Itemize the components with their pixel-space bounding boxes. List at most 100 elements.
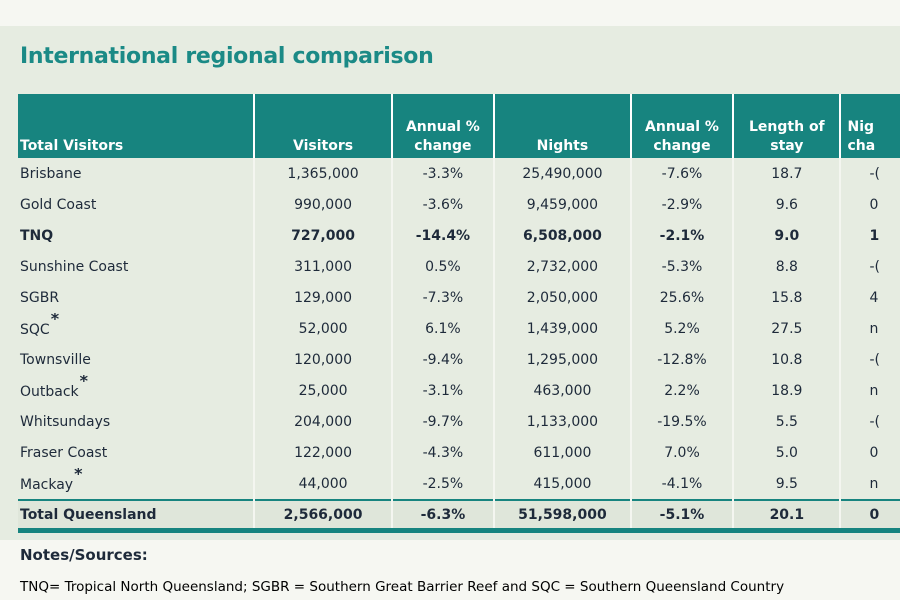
- nights-change-cell: 7.0%: [630, 437, 735, 468]
- visitors-cell: 44,000: [254, 468, 393, 500]
- nights-change-cell: -4.1%: [630, 468, 735, 500]
- header-region: Total Visitors: [18, 94, 256, 158]
- length-of-stay-cell: 27.5: [733, 313, 842, 344]
- length-of-stay-cell: 5.0: [733, 437, 842, 468]
- nights-cell: 415,000: [494, 468, 632, 500]
- region-cell: Outback*: [18, 375, 256, 406]
- visitors-change-cell: -9.4%: [391, 344, 496, 375]
- nights-change-cell: 5.2%: [630, 313, 735, 344]
- length-of-stay-cell: 20.1: [733, 499, 842, 533]
- visitors-cell: 990,000: [254, 189, 393, 220]
- visitors-change-cell: 6.1%: [391, 313, 496, 344]
- region-name: Sunshine Coast: [20, 258, 129, 275]
- nights-cell: 1,295,000: [494, 344, 632, 375]
- nights-cell: 611,000: [494, 437, 632, 468]
- visitors-cell: 52,000: [254, 313, 393, 344]
- nights-change-truncated-cell: n: [869, 320, 879, 337]
- nights-change-truncated-cell: -(: [869, 413, 880, 430]
- footnote-asterisk: *: [74, 468, 83, 483]
- region-cell: Mackay*: [18, 468, 256, 500]
- footnote-asterisk: *: [50, 313, 60, 328]
- region-name: Outback: [20, 384, 79, 400]
- table-row: Sunshine Coast 311,000 0.5% 2,732,000 -5.3% 8…: [18, 251, 900, 282]
- visitors-change-cell: -7.3%: [391, 282, 496, 313]
- header-visitors-change: Annual % change: [391, 94, 496, 158]
- page-title: International regional comparison: [20, 44, 434, 69]
- nights-change-cell: 2.2%: [630, 375, 735, 406]
- nights-change-truncated-cell: -(: [869, 351, 880, 368]
- notes-heading: Notes/Sources:: [20, 546, 148, 564]
- nights-change-truncated-cell: 0: [869, 196, 879, 213]
- region-name: Gold Coast: [20, 196, 97, 213]
- visitors-cell: 1,365,000: [254, 158, 393, 189]
- region-cell: Total Queensland: [18, 499, 256, 533]
- nights-change-cell: -19.5%: [630, 406, 735, 437]
- length-of-stay-cell: 8.8: [733, 251, 842, 282]
- header-nights: Nights: [494, 94, 632, 158]
- visitors-change-cell: -6.3%: [391, 499, 496, 533]
- visitors-change-cell: -14.4%: [391, 220, 496, 251]
- visitors-change-cell: -4.3%: [391, 437, 496, 468]
- nights-change-truncated-cell: -(: [869, 165, 880, 182]
- header-length-of-stay: Length of stay: [733, 94, 842, 158]
- region-cell: Gold Coast: [18, 189, 256, 220]
- length-of-stay-cell: 9.6: [733, 189, 842, 220]
- region-name: SGBR: [20, 289, 60, 306]
- visitors-cell: 204,000: [254, 406, 393, 437]
- region-cell: Whitsundays: [18, 406, 256, 437]
- visitors-change-cell: -3.6%: [391, 189, 496, 220]
- visitors-cell: 120,000: [254, 344, 393, 375]
- region-cell: Townsville: [18, 344, 256, 375]
- table-row: Gold Coast 990,000 -3.6% 9,459,000 -2.9% 9.6 0: [18, 189, 900, 220]
- table-row: Whitsundays 204,000 -9.7% 1,133,000 -19.5% 5.…: [18, 406, 900, 437]
- table-row: Mackay* 44,000 -2.5% 415,000 -4.1% 9.5 n: [18, 468, 900, 500]
- region-name: Fraser Coast: [20, 444, 108, 461]
- region-name: Whitsundays: [20, 413, 111, 430]
- table-row: SQC* 52,000 6.1% 1,439,000 5.2% 27.5 n: [18, 313, 900, 344]
- nights-cell: 2,732,000: [494, 251, 632, 282]
- nights-change-cell: -5.1%: [630, 499, 735, 533]
- visitors-cell: 2,566,000: [254, 499, 393, 533]
- notes-text: TNQ= Tropical North Queensland; SGBR = S…: [20, 579, 785, 595]
- region-name: Total Queensland: [20, 506, 157, 523]
- nights-change-truncated-cell: 4: [869, 289, 879, 306]
- length-of-stay-cell: 9.5: [733, 468, 842, 500]
- nights-change-cell: -12.8%: [630, 344, 735, 375]
- visitors-change-cell: -9.7%: [391, 406, 496, 437]
- header-row: Total Visitors Visitors Annual % change N…: [18, 94, 900, 158]
- table-row: Fraser Coast 122,000 -4.3% 611,000 7.0% 5.0 0: [18, 437, 900, 468]
- nights-cell: 51,598,000: [494, 499, 632, 533]
- region-name: Townsville: [20, 351, 91, 368]
- header-nights-change-truncated: Nig cha: [840, 94, 900, 158]
- nights-change-cell: -2.1%: [630, 220, 735, 251]
- nights-cell: 1,439,000: [494, 313, 632, 344]
- total-row: Total Queensland 2,566,000 -6.3% 51,598,000…: [18, 499, 900, 533]
- visitors-cell: 727,000: [254, 220, 393, 251]
- length-of-stay-cell: 15.8: [733, 282, 842, 313]
- visitors-cell: 25,000: [254, 375, 393, 406]
- regional-comparison-table: Total Visitors Visitors Annual % change N…: [18, 94, 900, 533]
- visitors-change-cell: -3.3%: [391, 158, 496, 189]
- length-of-stay-cell: 18.7: [733, 158, 842, 189]
- nights-change-cell: -5.3%: [630, 251, 735, 282]
- nights-change-cell: -7.6%: [630, 158, 735, 189]
- footnote-asterisk: *: [79, 375, 89, 390]
- table-row: Outback* 25,000 -3.1% 463,000 2.2% 18.9 n: [18, 375, 900, 406]
- table-row: Brisbane 1,365,000 -3.3% 25,490,000 -7.6% 18.…: [18, 158, 900, 189]
- nights-change-truncated-cell: -(: [869, 258, 880, 275]
- region-cell: Fraser Coast: [18, 437, 256, 468]
- region-cell: SGBR: [18, 282, 256, 313]
- visitors-change-cell: 0.5%: [391, 251, 496, 282]
- header-nights-change: Annual % change: [630, 94, 735, 158]
- nights-change-truncated-cell: 0: [869, 444, 879, 461]
- visitors-cell: 311,000: [254, 251, 393, 282]
- nights-cell: 1,133,000: [494, 406, 632, 437]
- length-of-stay-cell: 18.9: [733, 375, 842, 406]
- region-name: SQC: [20, 322, 50, 338]
- nights-change-cell: -2.9%: [630, 189, 735, 220]
- nights-cell: 2,050,000: [494, 282, 632, 313]
- nights-cell: 9,459,000: [494, 189, 632, 220]
- visitors-change-cell: -2.5%: [391, 468, 496, 500]
- nights-cell: 463,000: [494, 375, 632, 406]
- visitors-cell: 122,000: [254, 437, 393, 468]
